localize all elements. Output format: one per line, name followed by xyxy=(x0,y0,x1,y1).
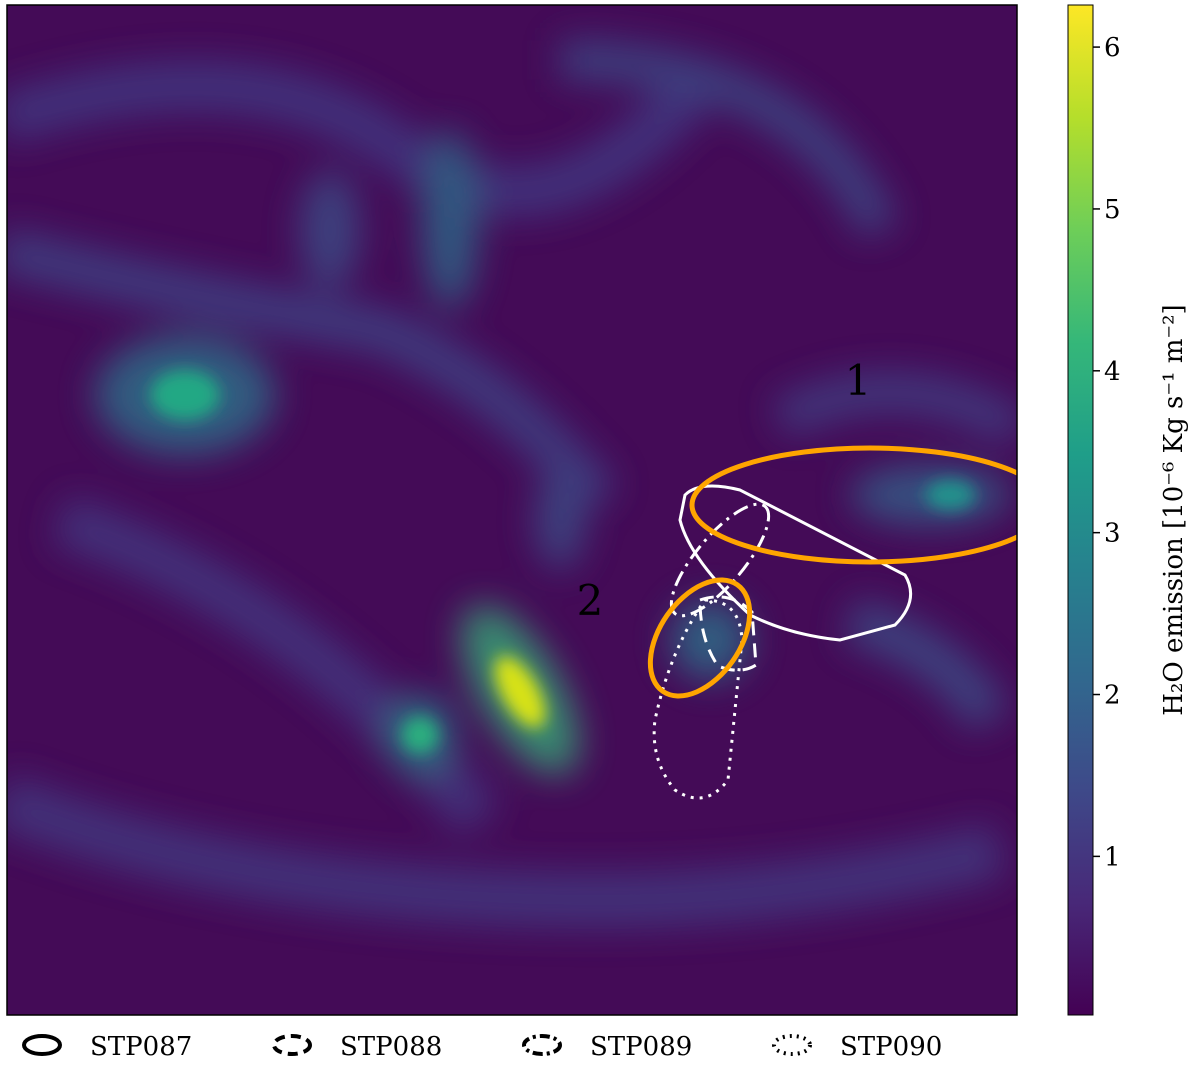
legend-label: STP090 xyxy=(840,1032,942,1062)
y-tick-label: 2 xyxy=(1104,681,1121,711)
legend-icon xyxy=(522,1034,562,1056)
annotation: 2 xyxy=(577,576,604,625)
y-tick-label: 1 xyxy=(1104,842,1121,872)
colorbar xyxy=(1067,4,1094,1016)
legend-icon xyxy=(772,1034,812,1056)
annotation: 1 xyxy=(845,356,872,405)
legend-icon xyxy=(22,1034,62,1056)
y-tick-label: 3 xyxy=(1104,519,1121,549)
legend-icon xyxy=(272,1034,312,1056)
y-tick-label: 6 xyxy=(1104,33,1121,63)
heatmap xyxy=(7,5,1017,1015)
legend-label: STP088 xyxy=(340,1032,442,1062)
legend-label: STP089 xyxy=(590,1032,692,1062)
plot-frame xyxy=(6,4,1018,1016)
colorbar-label: H₂O emission [10⁻⁶ Kg s⁻¹ m⁻²] xyxy=(1159,304,1189,715)
y-tick-label: 5 xyxy=(1104,195,1121,225)
y-tick-label: 4 xyxy=(1104,357,1121,387)
legend-label: STP087 xyxy=(90,1032,192,1062)
